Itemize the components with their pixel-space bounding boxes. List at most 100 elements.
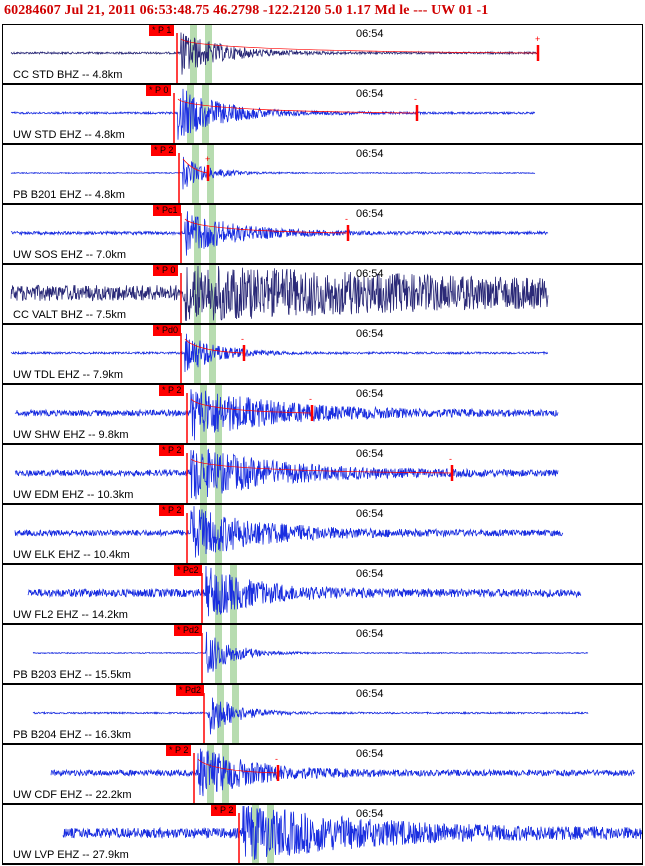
coda-sign: - [345, 214, 348, 224]
pick-flag[interactable]: * Pd2 [174, 625, 203, 636]
station-label: PB B203 EHZ -- 15.5km [13, 669, 131, 681]
time-label: 06:54 [356, 388, 384, 400]
waveform-trace [10, 156, 536, 190]
waveform-trace [10, 211, 549, 256]
analysis-window [194, 325, 201, 383]
trace-row[interactable]: * Pd2 06:54 PB B204 EHZ -- 16.3km [3, 685, 642, 745]
time-label: 06:54 [356, 628, 384, 640]
time-label: 06:54 [356, 688, 384, 700]
analysis-window [232, 685, 239, 743]
event-summary: 60284607 Jul 21, 2011 06:53:48.75 46.279… [4, 3, 489, 18]
pick-flag[interactable]: * P 2 [159, 385, 185, 396]
pick-flag[interactable]: * Pd0 [153, 325, 182, 336]
waveform-trace [10, 88, 536, 140]
time-label: 06:54 [356, 88, 384, 100]
coda-decay-line [177, 98, 418, 114]
waveform-trace [32, 631, 589, 673]
station-label: PB B201 EHZ -- 4.8km [13, 189, 125, 201]
waveform-trace [14, 448, 559, 500]
trace-row[interactable]: + * P 2 06:54 PB B201 EHZ -- 4.8km [3, 145, 642, 205]
waveform-trace [62, 805, 642, 860]
waveform-trace [50, 748, 636, 797]
pick-flag[interactable]: * Pc1 [153, 205, 181, 216]
waveform-plot [32, 625, 589, 683]
time-label: 06:54 [356, 808, 384, 820]
waveform-plot [10, 265, 549, 323]
event-header: 60284607 Jul 21, 2011 06:53:48.75 46.279… [0, 0, 645, 24]
pick-flag[interactable]: * P 2 [159, 445, 185, 456]
waveform-plot: + [10, 25, 540, 83]
coda-sign: - [275, 754, 278, 764]
coda-sign: - [309, 394, 312, 404]
coda-decay-line [182, 158, 209, 174]
station-label: UW SHW EHZ -- 9.8km [13, 429, 129, 441]
pick-flag[interactable]: * P 2 [159, 505, 185, 516]
trace-row[interactable]: - * P 0 06:54 UW STD EHZ -- 4.8km [3, 85, 642, 145]
analysis-window [190, 25, 197, 83]
station-label: CC VALT BHZ -- 7.5km [13, 309, 127, 321]
pick-flag[interactable]: * P 0 [146, 85, 172, 96]
waveform-trace [14, 506, 564, 558]
trace-row[interactable]: * Pd2 06:54 PB B203 EHZ -- 15.5km [3, 625, 642, 685]
pick-flag[interactable]: * P 1 [149, 25, 175, 36]
analysis-window [207, 745, 214, 803]
trace-row[interactable]: + * P 1 06:54 CC STD BHZ -- 4.8km [3, 25, 642, 85]
analysis-window [200, 385, 207, 443]
trace-row[interactable]: - * P 2 06:54 UW EDM EHZ -- 10.3km [3, 445, 642, 505]
station-label: CC STD BHZ -- 4.8km [13, 69, 123, 81]
waveform-trace [27, 565, 582, 617]
seismogram-panel[interactable]: + * P 1 06:54 CC STD BHZ -- 4.8km - * P 0 06:5… [2, 24, 643, 865]
waveform-trace [10, 265, 549, 321]
trace-row[interactable]: * Pc2 06:54 UW FL2 EHZ -- 14.2km [3, 565, 642, 625]
coda-sign: + [535, 34, 540, 44]
pick-flag[interactable]: * P 2 [211, 805, 237, 816]
coda-decay-line [180, 38, 539, 54]
coda-sign: - [241, 334, 244, 344]
pick-flag[interactable]: * P 2 [166, 745, 192, 756]
coda-sign: + [205, 154, 210, 164]
waveform-plot: - [10, 85, 536, 143]
time-label: 06:54 [356, 328, 384, 340]
waveform-plot: - [10, 325, 548, 383]
waveform-plot [27, 565, 582, 623]
trace-row[interactable]: - * Pc1 06:54 UW SOS EHZ -- 7.0km [3, 205, 642, 265]
station-label: UW TDL EHZ -- 7.9km [13, 369, 124, 381]
pick-flag[interactable]: * P 2 [151, 145, 177, 156]
time-label: 06:54 [356, 208, 384, 220]
waveform-trace [10, 32, 539, 75]
analysis-window [194, 205, 201, 263]
station-label: UW FL2 EHZ -- 14.2km [13, 609, 128, 621]
station-label: PB B204 EHZ -- 16.3km [13, 729, 131, 741]
station-label: UW ELK EHZ -- 10.4km [13, 549, 130, 561]
analysis-window [215, 625, 222, 683]
pick-flag[interactable]: * Pc2 [174, 565, 202, 576]
waveform-plot: + [10, 145, 536, 203]
waveform-plot: - [10, 205, 549, 263]
analysis-window [192, 145, 199, 203]
station-label: UW EDM EHZ -- 10.3km [13, 489, 134, 501]
time-label: 06:54 [356, 568, 384, 580]
trace-row[interactable]: * P 0 06:54 CC VALT BHZ -- 7.5km [3, 265, 642, 325]
pick-flag[interactable]: * P 0 [153, 265, 179, 276]
coda-decay-line [190, 458, 453, 474]
station-label: UW LVP EHZ -- 27.9km [13, 849, 129, 861]
trace-row[interactable]: - * P 2 06:54 UW SHW EHZ -- 9.8km [3, 385, 642, 445]
trace-row[interactable]: * P 2 06:54 UW LVP EHZ -- 27.9km [3, 805, 642, 865]
station-label: UW SOS EHZ -- 7.0km [13, 249, 127, 261]
waveform-plot: - [14, 445, 559, 503]
station-label: UW STD EHZ -- 4.8km [13, 129, 125, 141]
waveform-trace [14, 389, 559, 441]
coda-decay-line [184, 338, 245, 354]
coda-decay-line [184, 218, 349, 234]
waveform-plot [62, 805, 642, 863]
waveform-plot: - [14, 385, 559, 443]
trace-row[interactable]: * P 2 06:54 UW ELK EHZ -- 10.4km [3, 505, 642, 565]
waveform-plot [14, 505, 564, 563]
time-label: 06:54 [356, 148, 384, 160]
trace-row[interactable]: - * P 2 06:54 UW CDF EHZ -- 22.2km [3, 745, 642, 805]
analysis-window [267, 805, 274, 863]
trace-row[interactable]: - * Pd0 06:54 UW TDL EHZ -- 7.9km [3, 325, 642, 385]
pick-flag[interactable]: * Pd2 [176, 685, 205, 696]
waveform-plot [32, 685, 589, 743]
waveform-trace [10, 333, 548, 373]
